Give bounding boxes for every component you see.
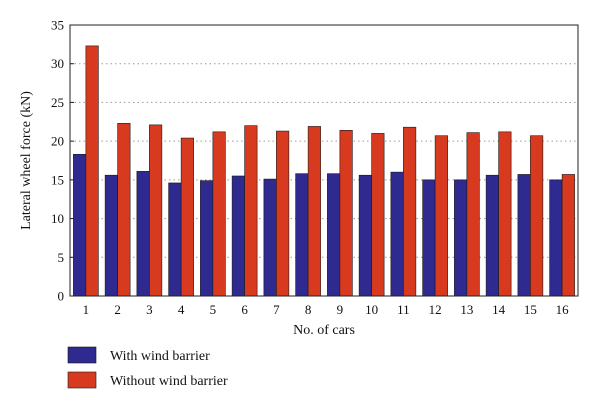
- bar-without-wind-barrier: [371, 133, 385, 297]
- bar-without-wind-barrier: [561, 174, 575, 297]
- x-tick-label: 12: [429, 302, 442, 317]
- legend-swatch-without-wind-barrier: [67, 371, 97, 389]
- bar-without-wind-barrier: [403, 126, 417, 297]
- bar-with-wind-barrier: [358, 174, 372, 297]
- y-tick-label: 0: [58, 289, 65, 304]
- x-tick-label: 2: [114, 302, 121, 317]
- y-tick-label: 10: [51, 211, 64, 226]
- bar-without-wind-barrier: [149, 124, 163, 297]
- bar-with-wind-barrier: [200, 180, 214, 297]
- x-tick-label: 15: [524, 302, 537, 317]
- bar-with-wind-barrier: [327, 173, 341, 297]
- x-tick-label: 10: [365, 302, 378, 317]
- bar-without-wind-barrier: [276, 130, 290, 297]
- bar-with-wind-barrier: [73, 154, 87, 297]
- bar-without-wind-barrier: [85, 45, 99, 297]
- bar-without-wind-barrier: [498, 131, 512, 297]
- bars: [73, 45, 575, 297]
- bar-without-wind-barrier: [117, 123, 131, 297]
- bar-without-wind-barrier: [434, 135, 448, 297]
- legend-label-with-wind-barrier: With wind barrier: [110, 349, 210, 364]
- x-tick-label: 9: [337, 302, 344, 317]
- bar-with-wind-barrier: [549, 179, 563, 297]
- y-tick-label: 25: [51, 95, 64, 110]
- plot-frame: [69, 24, 579, 297]
- bar-without-wind-barrier: [466, 132, 480, 297]
- bar-with-wind-barrier: [231, 175, 245, 297]
- bar-with-wind-barrier: [517, 174, 531, 297]
- bar-without-wind-barrier: [530, 135, 544, 297]
- bar-without-wind-barrier: [212, 131, 226, 297]
- bar-with-wind-barrier: [454, 179, 468, 297]
- x-tick-label: 6: [241, 302, 248, 317]
- bar-with-wind-barrier: [136, 171, 150, 297]
- bar-without-wind-barrier: [244, 125, 258, 297]
- y-axis-label: Lateral wheel force (kN): [19, 91, 34, 230]
- bar-without-wind-barrier: [307, 126, 321, 297]
- x-axis-label: No. of cars: [293, 323, 355, 338]
- bar-with-wind-barrier: [295, 173, 309, 297]
- y-axis: 0 5 10 15 20 25 30 35: [51, 18, 74, 304]
- legend: With wind barrier Without wind barrier: [67, 346, 228, 389]
- x-tick-label: 16: [556, 302, 570, 317]
- x-tick-label: 4: [178, 302, 185, 317]
- x-tick-label: 13: [460, 302, 473, 317]
- x-tick-label: 7: [273, 302, 280, 317]
- bar-with-wind-barrier: [104, 174, 118, 297]
- x-tick-label: 11: [397, 302, 410, 317]
- x-tick-label: 14: [492, 302, 506, 317]
- bar-without-wind-barrier: [180, 137, 194, 297]
- y-tick-label: 20: [51, 134, 64, 149]
- bar-with-wind-barrier: [263, 178, 277, 297]
- x-tick-label: 3: [146, 302, 153, 317]
- bar-with-wind-barrier: [422, 179, 436, 297]
- bar-with-wind-barrier: [485, 174, 499, 297]
- legend-swatch-with-wind-barrier: [67, 346, 97, 364]
- y-tick-label: 5: [58, 250, 65, 265]
- bar-with-wind-barrier: [168, 182, 182, 297]
- y-tick-label: 15: [51, 172, 64, 187]
- bar-without-wind-barrier: [339, 130, 353, 297]
- legend-label-without-wind-barrier: Without wind barrier: [110, 374, 228, 389]
- bar-with-wind-barrier: [390, 171, 404, 297]
- x-tick-label: 8: [305, 302, 312, 317]
- x-tick-label: 5: [210, 302, 217, 317]
- x-tick-label: 1: [83, 302, 90, 317]
- x-axis: 1 2 3 4 5 6 7 8 9 10 11 12 13 14 15 16: [83, 302, 570, 317]
- y-tick-label: 35: [51, 18, 64, 33]
- y-tick-label: 30: [51, 56, 64, 71]
